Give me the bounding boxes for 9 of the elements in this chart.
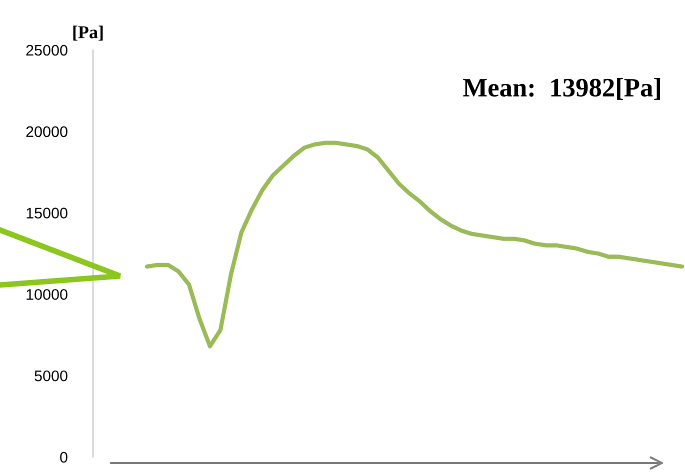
y-tick-label: 10000 (26, 289, 68, 300)
y-axis-title: [Pa] (73, 26, 103, 41)
y-tick-label: 20000 (26, 126, 68, 138)
y-tick-label: 25000 (26, 44, 68, 56)
line-series (144, 140, 684, 348)
y-tick-label: 5000 (34, 370, 68, 382)
annotation: Mean: 13982[Pa] (463, 78, 660, 100)
y-tick-label: 0 (60, 452, 68, 463)
y-tick-label: 15000 (26, 208, 68, 218)
